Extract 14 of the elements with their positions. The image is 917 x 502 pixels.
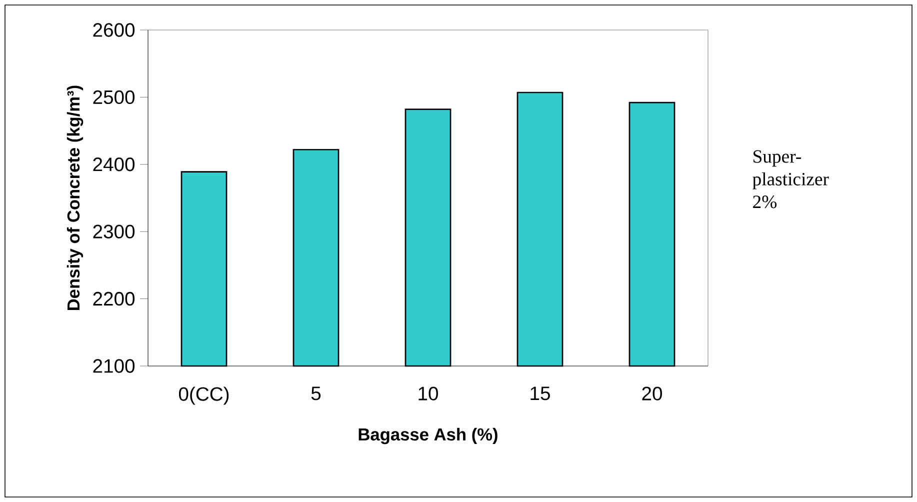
y-tick-label: 2100 bbox=[93, 359, 135, 373]
y-axis-title: Density of Concrete (kg/m³) bbox=[66, 86, 84, 310]
y-tick-label: 2500 bbox=[93, 90, 135, 104]
x-tick-label: 10 bbox=[418, 386, 438, 400]
y-tick-label: 2400 bbox=[93, 158, 135, 172]
y-tick-label: 2300 bbox=[93, 224, 135, 238]
text: Super-plasticizer 2% bbox=[752, 150, 829, 208]
y-tick-label: 2200 bbox=[93, 292, 135, 306]
y-tick-label: 2600 bbox=[93, 23, 135, 37]
x-tick-label: 0(CC) bbox=[178, 386, 229, 405]
x-tick-label: 5 bbox=[311, 386, 321, 400]
x-tick-label: 15 bbox=[530, 386, 550, 400]
x-tick-label: 20 bbox=[642, 386, 662, 400]
x-axis-title: Bagasse Ash (%) bbox=[358, 428, 498, 444]
